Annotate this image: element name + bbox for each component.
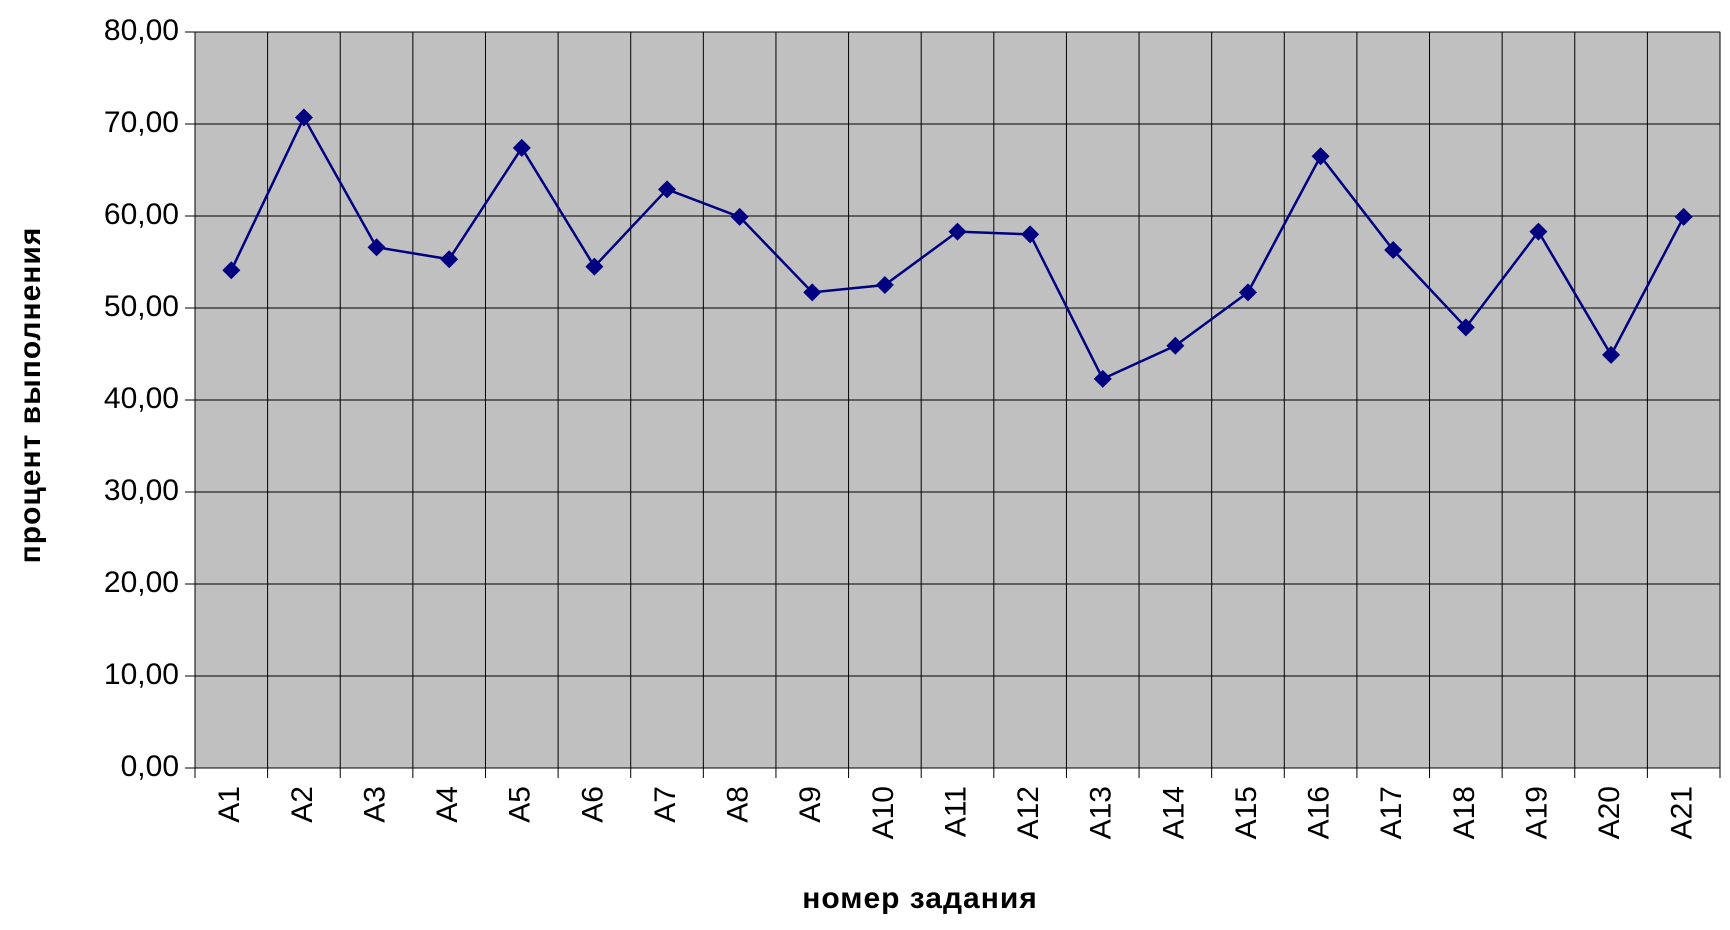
y-tick-label: 0,00 (121, 750, 179, 783)
point-marker (294, 108, 313, 127)
x-tick-label: A18 (1448, 786, 1481, 839)
x-tick-label: A20 (1593, 786, 1626, 839)
x-tick-label: A19 (1520, 786, 1553, 839)
x-tick-label: A16 (1303, 786, 1336, 839)
point-marker (803, 283, 822, 302)
point-marker (585, 257, 604, 276)
x-tick-label: A21 (1666, 786, 1699, 839)
x-tick-label: A7 (649, 786, 682, 823)
x-tick-label: A10 (867, 786, 900, 839)
x-tick-label: A13 (1085, 786, 1118, 839)
point-marker (1674, 207, 1693, 226)
y-tick-label: 50,00 (104, 290, 179, 323)
point-marker (367, 238, 386, 257)
y-tick-label: 10,00 (104, 658, 179, 691)
y-tick-label: 40,00 (104, 382, 179, 415)
x-tick-label: A8 (722, 786, 755, 823)
point-marker (1529, 222, 1548, 241)
y-tick-label: 80,00 (104, 14, 179, 47)
point-marker (1602, 345, 1621, 364)
point-marker (1384, 241, 1403, 260)
y-tick-label: 30,00 (104, 474, 179, 507)
x-tick-label: A1 (213, 786, 246, 823)
x-tick-label: A3 (358, 786, 391, 823)
x-tick-label: A17 (1375, 786, 1408, 839)
x-tick-label: A11 (939, 786, 972, 837)
x-axis-title: номер задания (802, 882, 1038, 915)
y-tick-label: 20,00 (104, 566, 179, 599)
point-marker (1166, 336, 1185, 355)
point-marker (730, 207, 749, 226)
x-tick-label: A4 (431, 786, 464, 823)
y-axis-title: процент выполнения (14, 227, 47, 564)
point-marker (1238, 283, 1257, 302)
y-tick-label: 60,00 (104, 198, 179, 231)
point-marker (875, 276, 894, 294)
point-marker (1456, 318, 1475, 337)
x-tick-label: A15 (1230, 786, 1263, 839)
x-tick-label: A2 (286, 786, 319, 823)
point-marker (440, 250, 459, 269)
x-tick-label: A14 (1157, 786, 1190, 839)
x-tick-label: A9 (794, 786, 827, 823)
point-marker (1021, 225, 1040, 244)
x-tick-label: A12 (1012, 786, 1045, 839)
point-marker (512, 138, 531, 157)
point-marker (948, 222, 967, 241)
x-tick-label: A5 (504, 786, 537, 823)
point-marker (1093, 369, 1112, 388)
point-marker (222, 261, 241, 280)
point-marker (658, 180, 677, 199)
point-marker (1311, 147, 1330, 166)
x-tick-label: A6 (576, 786, 609, 823)
y-tick-label: 70,00 (104, 106, 179, 139)
